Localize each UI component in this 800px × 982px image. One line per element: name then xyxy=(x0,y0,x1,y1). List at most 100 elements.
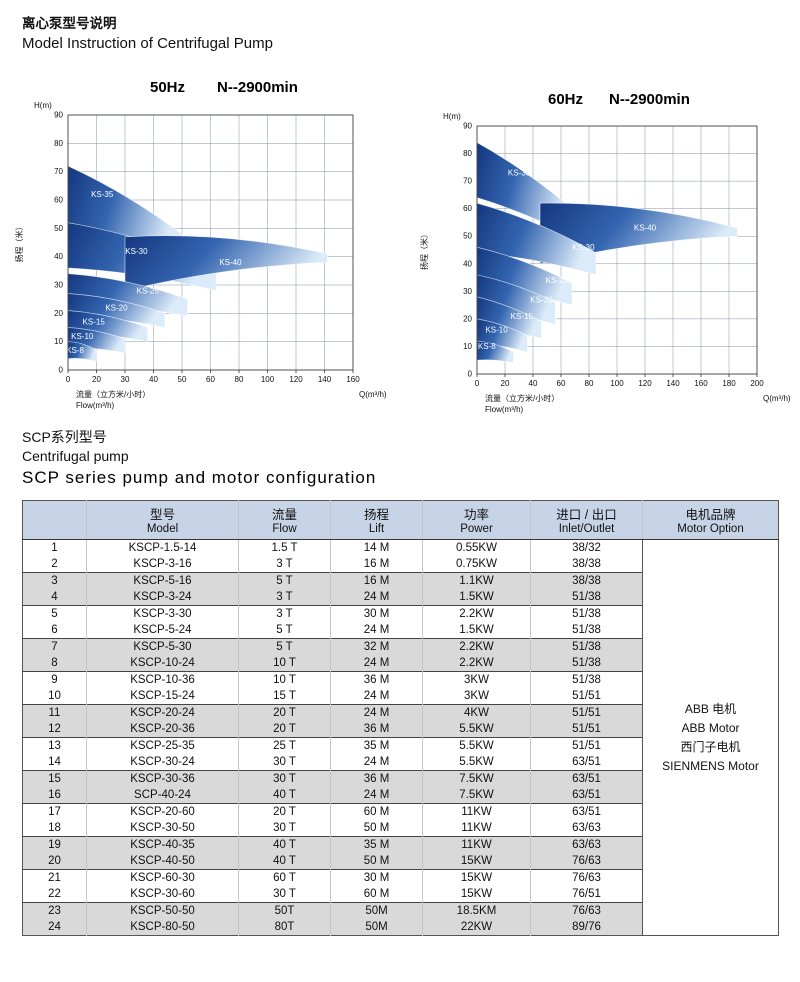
cell-no: 19 xyxy=(22,836,87,853)
x-tick-label: 30 xyxy=(121,375,130,384)
pump-curve-ks-40 xyxy=(124,235,328,292)
curve-label: KS-30 xyxy=(572,243,595,252)
cell-model: KSCP-5-30 xyxy=(86,638,239,655)
cell-flow: 10 T xyxy=(238,655,331,672)
cell-power: 3KW xyxy=(422,688,531,705)
cell-model: KSCP-30-24 xyxy=(86,754,239,771)
frequency-label: 50Hz xyxy=(150,79,186,96)
curve-label: KS-8 xyxy=(66,346,84,355)
page-title-zh: 离心泵型号说明 xyxy=(22,16,117,31)
column-header-motor-option: 电机品牌 Motor Option xyxy=(642,500,779,540)
y-tick-label: 20 xyxy=(463,314,472,323)
cell-io: 51/51 xyxy=(530,704,643,721)
curve-label: KS-40 xyxy=(219,258,242,267)
cell-no: 12 xyxy=(22,721,87,738)
y-tick-label: 30 xyxy=(463,287,472,296)
cell-no: 15 xyxy=(22,770,87,787)
x-tick-label: 50 xyxy=(178,375,187,384)
table-row: 1 KSCP-1.5-14 1.5 T 14 M 0.55KW 38/32 ABB 电机 AB… xyxy=(22,539,779,936)
cell-io: 63/63 xyxy=(530,836,643,853)
cell-model: KSCP-3-30 xyxy=(86,605,239,622)
table-row: 12 KSCP-20-36 20 T 36 M 5.5KW 51/51 xyxy=(22,721,779,738)
x-tick-label: 60 xyxy=(206,375,215,384)
column-header-index xyxy=(22,500,87,540)
table-row: 8 KSCP-10-24 10 T 24 M 2.2KW 51/38 xyxy=(22,655,779,672)
cell-lift: 36 M xyxy=(330,721,423,738)
y-tick-label: 70 xyxy=(463,177,472,186)
table-row: 5 KSCP-3-30 3 T 30 M 2.2KW 51/38 xyxy=(22,605,779,622)
y-tick-label: 90 xyxy=(54,111,63,120)
cell-power: 15KW xyxy=(422,853,531,870)
y-axis-label: 扬程（米） xyxy=(14,223,24,263)
cell-model: KSCP-20-60 xyxy=(86,803,239,820)
table-row: 6 KSCP-5-24 5 T 24 M 1.5KW 51/38 xyxy=(23,622,779,639)
cell-flow: 3 T xyxy=(238,556,331,573)
cell-model: SCP-40-24 xyxy=(86,787,239,804)
cell-io: 51/38 xyxy=(530,671,643,688)
cell-flow: 25 T xyxy=(238,737,331,754)
cell-power: 0.55KW xyxy=(422,539,531,556)
table-row: 13 KSCP-25-35 25 T 35 M 5.5KW 51/51 xyxy=(22,737,779,754)
x-tick-label: 120 xyxy=(638,379,652,388)
y-axis-unit-label: H(m) xyxy=(443,112,461,121)
x-tick-label: 140 xyxy=(318,375,332,384)
cell-io: 63/51 xyxy=(530,803,643,820)
cell-model: KSCP-40-35 xyxy=(86,836,239,853)
table-row: 11 KSCP-20-24 20 T 24 M 4KW 51/51 xyxy=(22,704,779,721)
cell-model: KSCP-25-35 xyxy=(86,737,239,754)
x-tick-label: 100 xyxy=(610,379,624,388)
curve-label: KS-25 xyxy=(137,287,160,296)
table-row: 23 KSCP-50-50 50T 50M 18.5KM 76/63 xyxy=(22,902,779,919)
cell-io: 63/51 xyxy=(530,787,643,804)
cell-power: 15KW xyxy=(422,869,531,886)
x-tick-label: 40 xyxy=(529,379,538,388)
cell-no: 1 xyxy=(22,539,87,556)
motor-option-line: ABB Motor xyxy=(681,720,740,735)
cell-flow: 3 T xyxy=(238,589,331,606)
cell-no: 21 xyxy=(22,869,87,886)
y-tick-label: 20 xyxy=(54,309,63,318)
curve-label: KS-8 xyxy=(478,342,496,351)
cell-no: 5 xyxy=(22,605,87,622)
cell-io: 76/63 xyxy=(530,902,643,919)
cell-flow: 30 T xyxy=(238,820,331,837)
page-title-en: Model Instruction of Centrifugal Pump xyxy=(22,35,273,52)
x-tick-label: 140 xyxy=(666,379,680,388)
table-header-row: 型号 Model 流量 Flow 扬程 Lift 功率 Power 进口 / 出口 Inlet/O… xyxy=(22,500,779,540)
pump-curve-ks-8 xyxy=(477,340,514,364)
cell-io: 76/51 xyxy=(530,886,643,903)
cell-io: 51/38 xyxy=(530,605,643,622)
x-tick-label: 200 xyxy=(750,379,764,388)
curve-label: KS-20 xyxy=(530,295,553,304)
cell-no: 3 xyxy=(22,572,87,589)
table-row: 20 KSCP-40-50 40 T 50 M 15KW 76/63 xyxy=(22,853,779,870)
curve-label: KS-15 xyxy=(83,318,106,327)
cell-no: 23 xyxy=(22,902,87,919)
cell-model: KSCP-30-50 xyxy=(86,820,239,837)
cell-lift: 30 M xyxy=(330,605,423,622)
x-tick-label: 180 xyxy=(722,379,736,388)
x-axis-label-zh: 流量（立方米/小时） xyxy=(485,393,559,403)
cell-model: KSCP-3-16 xyxy=(86,556,239,573)
speed-label: N--2900min xyxy=(609,91,690,108)
table-row: 15 KSCP-30-36 30 T 36 M 7.5KW 63/51 xyxy=(22,770,779,787)
cell-no: 16 xyxy=(22,787,87,804)
x-axis-end-label: Q(m³/h) xyxy=(359,390,387,399)
cell-flow: 30 T xyxy=(238,754,331,771)
pump-config-table: 型号 Model 流量 Flow 扬程 Lift 功率 Power 进口 / 出口 Inlet/O… xyxy=(22,500,779,936)
cell-power: 18.5KM xyxy=(422,902,531,919)
table-row: 2 KSCP-3-16 3 T 16 M 0.75KW 38/38 xyxy=(23,556,779,573)
column-header-model: 型号 Model xyxy=(86,500,239,540)
cell-lift: 24 M xyxy=(330,787,423,804)
speed-label: N--2900min xyxy=(217,79,298,96)
x-tick-label: 80 xyxy=(585,379,594,388)
cell-power: 0.75KW xyxy=(422,556,531,573)
curve-label: KS-10 xyxy=(71,332,94,341)
cell-no: 6 xyxy=(51,624,58,636)
cell-io: 63/63 xyxy=(530,820,643,837)
cell-flow: 5 T xyxy=(238,638,331,655)
x-tick-label: 20 xyxy=(92,375,101,384)
x-tick-label: 100 xyxy=(261,375,275,384)
